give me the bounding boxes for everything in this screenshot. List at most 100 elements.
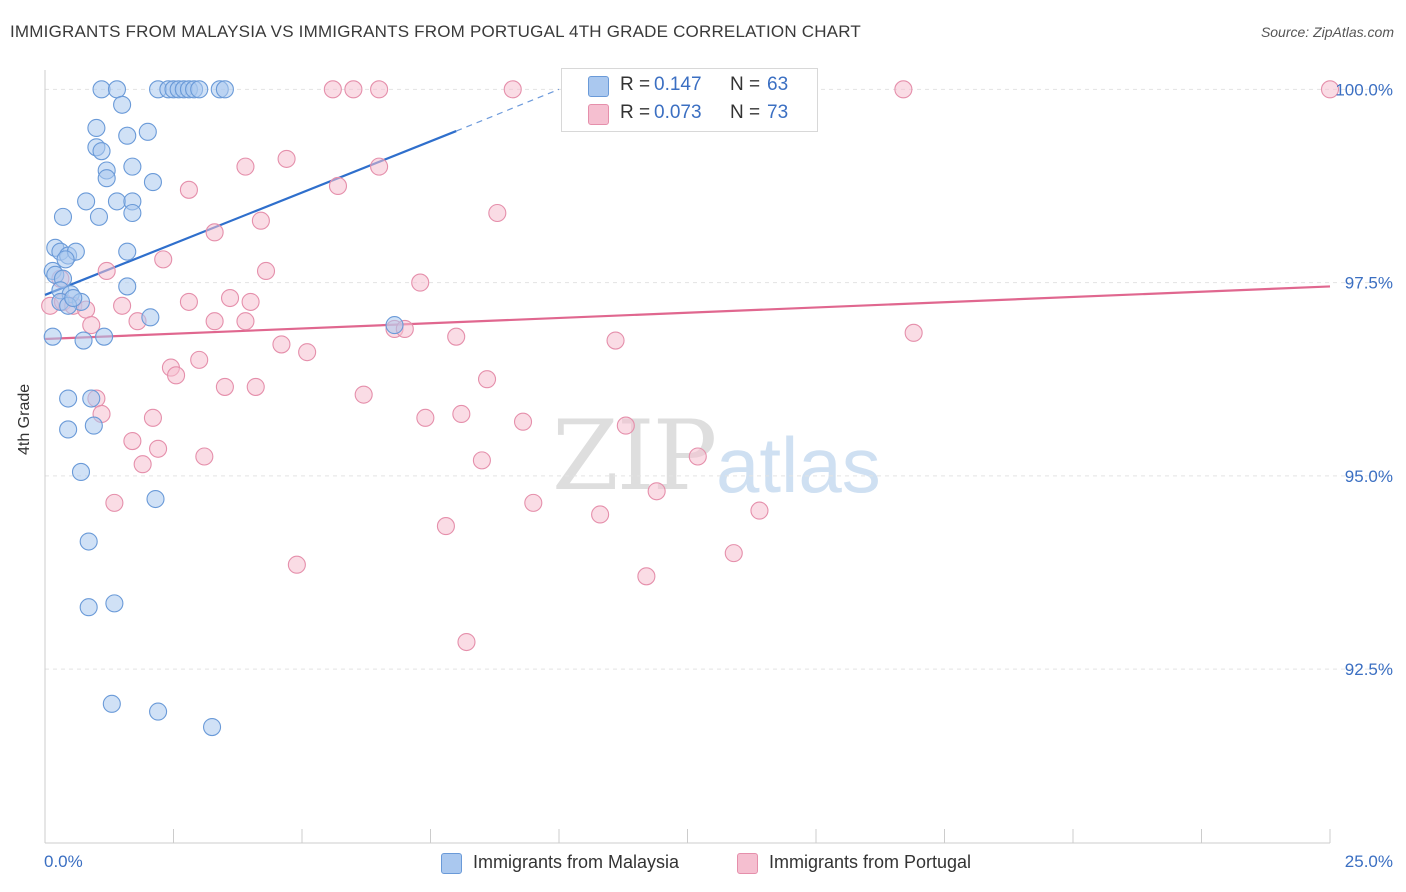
data-point-portugal xyxy=(323,80,342,99)
data-point-malaysia xyxy=(118,242,137,261)
data-point-malaysia xyxy=(215,80,234,99)
y-axis-title: 4th Grade xyxy=(16,383,33,455)
data-point-portugal xyxy=(215,377,234,396)
data-point-malaysia xyxy=(113,95,132,114)
data-point-portugal xyxy=(1320,80,1340,99)
data-point-portugal xyxy=(133,455,152,474)
data-point-portugal xyxy=(82,316,101,335)
data-point-portugal xyxy=(477,370,497,389)
data-point-malaysia xyxy=(105,594,124,613)
legend-n-label: N = xyxy=(730,74,761,95)
data-point-malaysia xyxy=(53,207,73,226)
legend-n-value: 63 xyxy=(767,74,789,95)
data-point-portugal xyxy=(143,408,162,427)
y-tick-labels: 100.0% 97.5% 95.0% 92.5% xyxy=(1335,80,1393,679)
data-point-portugal xyxy=(272,335,291,354)
data-point-portugal xyxy=(105,493,124,512)
data-point-portugal xyxy=(591,505,610,524)
data-point-malaysia xyxy=(203,717,222,737)
x-tick-label-min: 0.0% xyxy=(44,852,83,871)
legend-r-label: R = xyxy=(620,74,651,95)
data-point-portugal xyxy=(251,211,270,230)
y-tick-label: 92.5% xyxy=(1345,660,1393,679)
data-point-portugal xyxy=(246,377,265,396)
data-point-malaysia xyxy=(79,532,98,551)
legend-n-label: N = xyxy=(730,102,761,123)
data-points xyxy=(41,80,1340,737)
legend-row-malaysia: R = 0.147 N = 63 xyxy=(562,73,817,99)
legend-r-value: 0.147 xyxy=(654,74,702,95)
chart-title: IMMIGRANTS FROM MALAYSIA VS IMMIGRANTS F… xyxy=(10,22,861,41)
data-point-malaysia xyxy=(59,389,78,408)
data-point-malaysia xyxy=(107,80,127,99)
watermark-atlas: atlas xyxy=(716,421,881,509)
data-point-portugal xyxy=(298,343,317,362)
data-point-portugal xyxy=(328,176,348,195)
trend-line-portugal xyxy=(44,285,1331,341)
axes xyxy=(44,70,1331,844)
data-point-portugal xyxy=(472,451,491,470)
data-point-portugal xyxy=(688,447,707,466)
y-tick-label: 95.0% xyxy=(1345,467,1393,486)
data-point-portugal xyxy=(447,327,466,346)
data-point-malaysia xyxy=(95,327,114,346)
bottom-legend-label: Immigrants from Malaysia xyxy=(473,852,680,872)
x-tick-label-max: 25.0% xyxy=(1344,852,1393,871)
data-point-malaysia xyxy=(118,277,137,296)
data-point-portugal xyxy=(344,80,363,99)
legend-n-value: 73 xyxy=(767,102,789,123)
data-point-malaysia xyxy=(92,80,111,99)
data-point-malaysia xyxy=(143,173,162,192)
data-point-portugal xyxy=(179,180,198,199)
y-tick-label: 97.5% xyxy=(1345,274,1393,293)
data-point-portugal xyxy=(220,288,240,308)
data-point-malaysia xyxy=(123,203,142,223)
bottom-legend-label: Immigrants from Portugal xyxy=(769,852,972,872)
data-point-malaysia xyxy=(79,598,98,617)
data-point-malaysia xyxy=(56,250,75,269)
data-point-portugal xyxy=(236,157,255,176)
data-point-portugal xyxy=(724,544,743,563)
data-point-malaysia xyxy=(92,142,111,161)
data-point-portugal xyxy=(190,350,209,369)
data-point-malaysia xyxy=(118,126,137,145)
data-point-malaysia xyxy=(71,462,91,482)
bottom-legend-swatch-malaysia xyxy=(441,853,462,874)
data-point-portugal xyxy=(503,80,522,99)
legend: R = 0.147 N = 63 R = 0.073 N = 73 xyxy=(561,68,818,132)
data-point-portugal xyxy=(637,567,656,586)
data-point-portugal xyxy=(370,157,389,176)
data-point-portugal xyxy=(113,296,132,315)
data-point-malaysia xyxy=(107,192,127,211)
legend-swatch-malaysia xyxy=(588,76,609,97)
data-point-portugal xyxy=(411,273,430,292)
data-point-portugal xyxy=(370,80,389,99)
data-point-portugal xyxy=(452,404,471,424)
data-point-portugal xyxy=(287,555,306,574)
data-point-portugal xyxy=(606,331,625,350)
data-point-portugal xyxy=(750,501,769,520)
data-point-malaysia xyxy=(82,389,101,408)
legend-r-label: R = xyxy=(620,102,651,123)
data-point-portugal xyxy=(195,447,214,466)
data-point-malaysia xyxy=(149,702,168,721)
data-point-portugal xyxy=(513,412,533,431)
data-point-portugal xyxy=(616,416,635,435)
data-point-malaysia xyxy=(97,169,116,188)
data-point-malaysia xyxy=(74,331,93,350)
bottom-legend-swatch-portugal xyxy=(737,853,758,874)
data-point-portugal xyxy=(167,366,186,385)
data-point-portugal xyxy=(256,261,276,281)
data-point-malaysia xyxy=(64,288,83,308)
source-credit: Source: ZipAtlas.com xyxy=(1260,24,1394,40)
trend-line-extension-malaysia xyxy=(455,88,560,132)
data-point-portugal xyxy=(436,517,455,536)
y-tick-label: 100.0% xyxy=(1335,80,1393,99)
grid-lines xyxy=(45,88,1390,670)
data-point-malaysia xyxy=(141,308,160,327)
data-point-portugal xyxy=(123,431,142,451)
data-point-portugal xyxy=(524,493,543,512)
data-point-malaysia xyxy=(138,122,157,141)
data-point-portugal xyxy=(647,482,666,501)
